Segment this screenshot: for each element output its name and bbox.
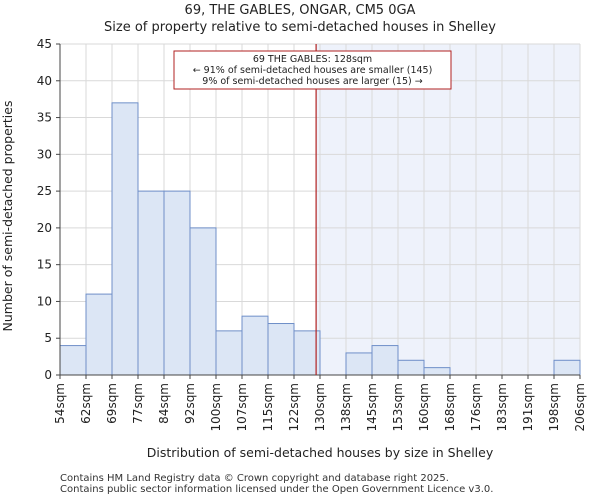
- x-tick-label: 62sqm: [79, 383, 93, 424]
- y-tick-label: 0: [44, 368, 52, 382]
- histogram-bar: [189, 227, 217, 376]
- y-tick-label: 10: [37, 294, 52, 308]
- x-tick-label: 69sqm: [105, 383, 119, 424]
- footer-line-1: Contains HM Land Registry data © Crown c…: [60, 473, 449, 484]
- histogram-bar: [137, 190, 165, 376]
- y-tick-label: 20: [37, 221, 52, 235]
- histogram-bar: [371, 345, 399, 376]
- x-tick-label: 160sqm: [417, 383, 431, 431]
- histogram-bar: [111, 102, 139, 376]
- x-tick-label: 183sqm: [495, 383, 509, 431]
- x-tick-label: 168sqm: [443, 383, 457, 431]
- annotation-line-1: 69 THE GABLES: 128sqm: [253, 54, 372, 65]
- x-tick-label: 206sqm: [573, 383, 587, 431]
- annotation-line-2: ← 91% of semi-detached houses are smalle…: [193, 65, 433, 76]
- histogram-bar: [85, 293, 113, 376]
- x-tick-label: 191sqm: [521, 383, 535, 431]
- footer-line-2: Contains public sector information licen…: [60, 484, 494, 495]
- y-axis-label: Number of semi-detached properties: [0, 101, 15, 332]
- highlight-region: [316, 44, 580, 375]
- x-axis-label: Distribution of semi-detached houses by …: [147, 445, 494, 460]
- y-tick-label: 35: [37, 111, 52, 125]
- histogram-bar: [241, 315, 269, 376]
- histogram-bar: [215, 330, 243, 376]
- x-tick-label: 122sqm: [287, 383, 301, 431]
- histogram-bar: [397, 359, 425, 376]
- x-tick-label: 100sqm: [209, 383, 223, 431]
- x-tick-label: 176sqm: [469, 383, 483, 431]
- annotation-box: [173, 50, 452, 90]
- x-tick-label: 107sqm: [235, 383, 249, 431]
- x-tick-label: 138sqm: [339, 383, 353, 431]
- chart-subtitle: Size of property relative to semi-detach…: [104, 20, 496, 35]
- x-tick-label: 54sqm: [53, 383, 67, 424]
- y-tick-label: 25: [37, 184, 52, 198]
- x-tick-label: 153sqm: [391, 383, 405, 431]
- y-tick-label: 40: [37, 74, 52, 88]
- histogram-bar: [267, 323, 295, 376]
- x-tick-label: 130sqm: [313, 383, 327, 431]
- x-tick-label: 115sqm: [261, 383, 275, 431]
- histogram-bar: [59, 345, 87, 376]
- histogram-bar: [423, 367, 451, 376]
- histogram-chart: 0 5 10 15 20 25 30 35 40 45 54sqm 62sqm 69sqm 77sqm 84…: [0, 37, 587, 460]
- x-tick-label: 92sqm: [183, 383, 197, 424]
- y-tick-label: 15: [37, 258, 52, 272]
- x-tick-label: 77sqm: [131, 383, 145, 424]
- y-tick-label: 45: [37, 37, 52, 51]
- y-tick-label: 30: [37, 147, 52, 161]
- y-tick-label: 5: [44, 331, 52, 345]
- x-tick-label: 145sqm: [365, 383, 379, 431]
- histogram-bar: [163, 190, 191, 376]
- histogram-bar: [345, 352, 373, 376]
- x-tick-label: 198sqm: [547, 383, 561, 431]
- histogram-bar: [553, 359, 581, 376]
- chart-title: 69, THE GABLES, ONGAR, CM5 0GA: [184, 3, 416, 18]
- x-tick-label: 84sqm: [157, 383, 171, 424]
- annotation-line-3: 9% of semi-detached houses are larger (1…: [202, 76, 422, 87]
